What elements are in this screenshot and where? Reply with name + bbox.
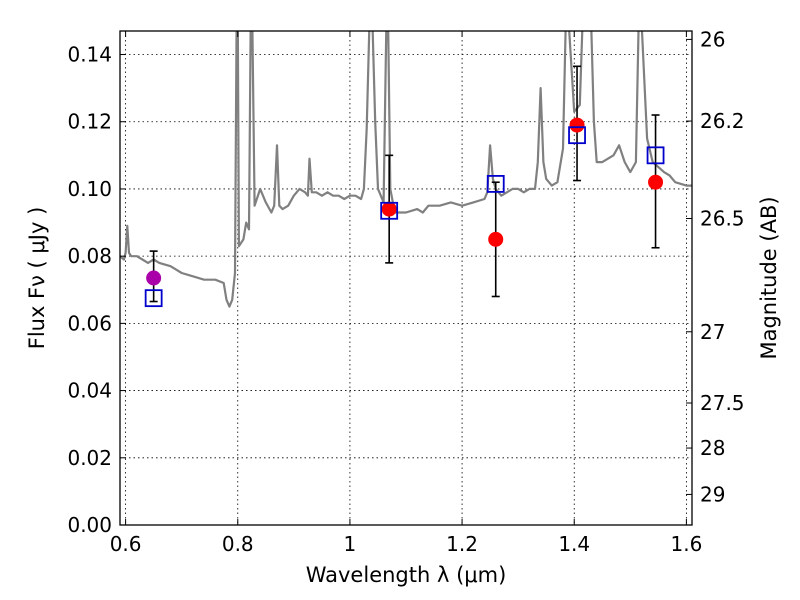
y-axis: 0.00 0.02 0.04 0.06 0.08 0.10 0.12 0.14 [67, 43, 126, 537]
y-tick-label: 0.00 [67, 513, 112, 537]
y2-tick-label: 27.5 [700, 391, 745, 415]
model-points-layer [144, 126, 665, 308]
model-point [486, 175, 505, 193]
y2-axis: 26 26.2 26.5 27 27.5 28 29 [686, 27, 745, 506]
spectrum-layer [120, 31, 692, 308]
y-axis-label: Flux Fν ( μJy ) [25, 207, 49, 350]
y-tick-label: 0.10 [67, 177, 112, 201]
grid [120, 31, 692, 526]
y-tick-label: 0.12 [67, 110, 112, 134]
y2-tick-label: 28 [700, 436, 725, 460]
y2-tick-label: 27 [700, 320, 725, 344]
photometry-points-layer [146, 117, 664, 286]
model-point [568, 126, 586, 145]
data-point [381, 201, 397, 217]
model-point [380, 201, 399, 220]
y2-tick-label: 26 [700, 27, 725, 51]
x-axis: 0.6 0.8 1 1.2 1.4 1.6 [110, 31, 702, 556]
x-tick-label: 1.2 [446, 532, 478, 556]
x-tick-label: 0.6 [110, 532, 142, 556]
x-tick-label: 1.4 [558, 532, 590, 556]
data-point [146, 270, 162, 286]
y-tick-label: 0.06 [67, 311, 112, 335]
x-tick-label: 1.6 [670, 532, 702, 556]
x-tick-label: 0.8 [222, 532, 254, 556]
error-bar-layer [149, 65, 660, 303]
spectrum-line [120, 31, 692, 308]
y-tick-label: 0.08 [67, 244, 112, 268]
y2-axis-label: Magnitude (AB) [757, 196, 781, 359]
data-point [488, 231, 504, 247]
plot-frame [119, 30, 693, 526]
data-point [648, 174, 664, 190]
x-axis-label: Wavelength λ (μm) [306, 563, 507, 587]
y2-tick-label: 26.5 [700, 207, 745, 231]
y2-tick-label: 29 [700, 482, 725, 506]
model-point [144, 289, 163, 308]
x-tick-label: 1 [344, 532, 357, 556]
model-point [646, 146, 665, 165]
y-tick-label: 0.14 [67, 43, 112, 67]
y-tick-label: 0.04 [67, 379, 112, 403]
y2-tick-label: 26.2 [700, 109, 745, 133]
data-point [569, 117, 585, 133]
y-tick-label: 0.02 [67, 446, 112, 470]
